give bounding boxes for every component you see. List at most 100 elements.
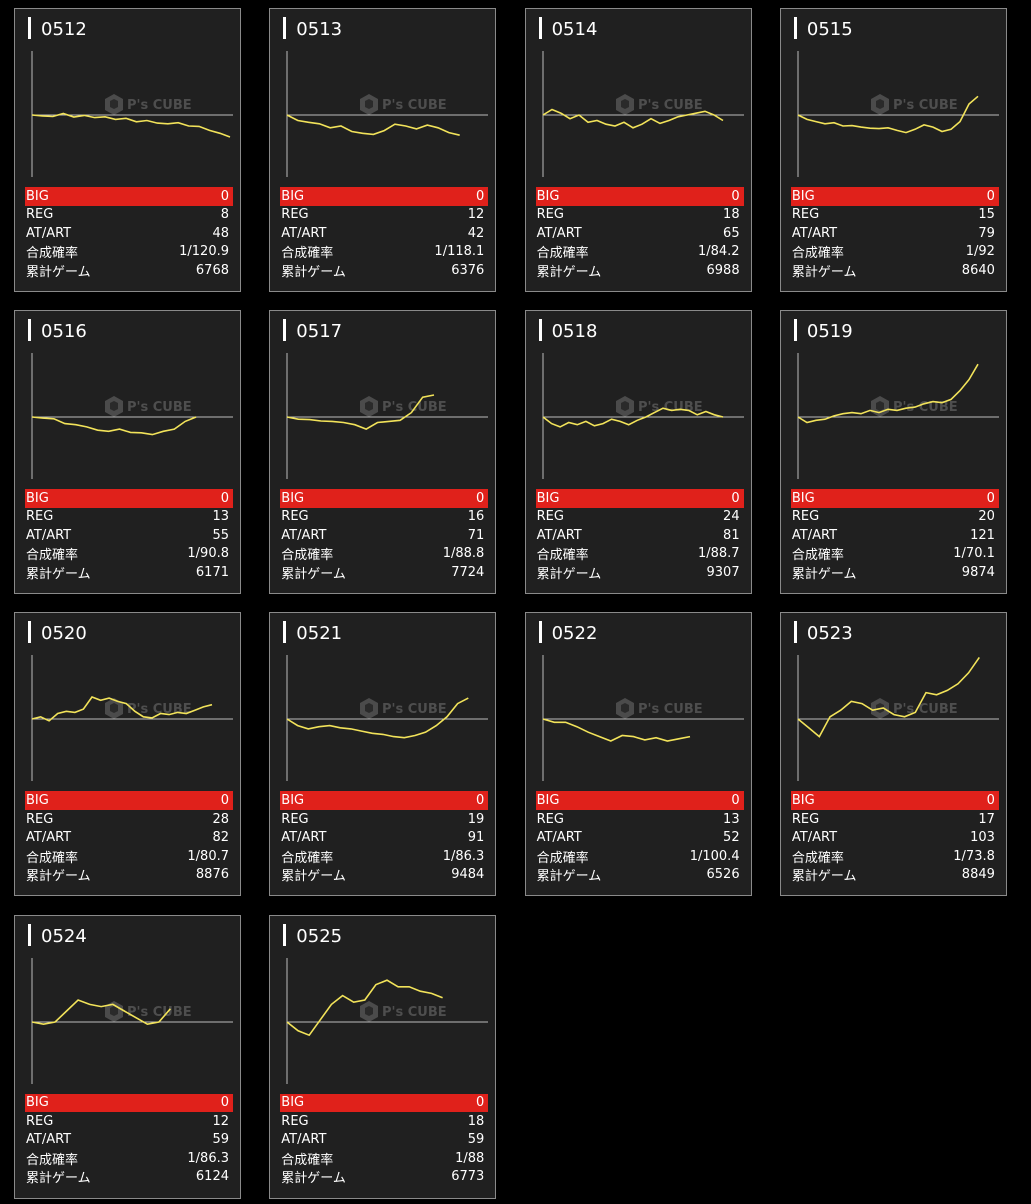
stat-label: 合成確率 bbox=[791, 246, 844, 262]
machine-number: 0512 bbox=[41, 19, 87, 40]
svg-text:P's CUBE: P's CUBE bbox=[893, 702, 958, 717]
stat-label: 合成確率 bbox=[536, 246, 589, 262]
watermark-logo: P's CUBE bbox=[105, 94, 192, 115]
stat-row-big: BIG 0 bbox=[280, 187, 489, 206]
stat-value: 0 bbox=[476, 188, 485, 204]
stat-value: 0 bbox=[476, 793, 485, 809]
watermark-logo: P's CUBE bbox=[105, 1000, 192, 1022]
stat-value: 81 bbox=[723, 527, 740, 543]
machine-card[interactable]: 0516 P's CUBE BIG 0 REG 13 AT/ART 55 合成確率 1/90.8 累… bbox=[14, 310, 241, 595]
stat-value: 52 bbox=[723, 830, 740, 846]
stat-row-atart: AT/ART 81 bbox=[536, 526, 744, 545]
title-accent-bar bbox=[28, 17, 31, 39]
stats-table: BIG 0 REG 18 AT/ART 65 合成確率 1/84.2 累計ゲーム 6988 bbox=[535, 187, 744, 280]
stats-table: BIG 0 REG 24 AT/ART 81 合成確率 1/88.7 累計ゲーム 9307 bbox=[535, 489, 744, 582]
title-accent-bar bbox=[793, 621, 797, 644]
stat-row-atart: AT/ART 65 bbox=[536, 224, 744, 243]
title-accent-bar bbox=[793, 319, 797, 342]
stat-row-atart: AT/ART 82 bbox=[25, 828, 233, 847]
stat-row-reg: REG 24 bbox=[536, 508, 744, 527]
stat-label: BIG bbox=[26, 1095, 49, 1111]
stat-row-games: 累計ゲーム 9874 bbox=[791, 563, 999, 582]
stat-value: 1/73.8 bbox=[953, 848, 995, 864]
stat-label: REG bbox=[281, 1113, 309, 1129]
slump-graph: P's CUBE bbox=[542, 51, 744, 177]
stat-label: BIG bbox=[536, 188, 560, 204]
machine-card[interactable]: 0523 P's CUBE BIG 0 REG 17 AT/ART 103 合成確率 1/73.8… bbox=[779, 612, 1007, 897]
stat-label: BIG bbox=[26, 490, 49, 506]
slump-graph: P's CUBE bbox=[797, 51, 999, 177]
stat-value: 6988 bbox=[706, 262, 740, 278]
stat-label: BIG bbox=[791, 793, 815, 809]
stat-label: AT/ART bbox=[281, 225, 327, 241]
machine-card[interactable]: 0515 P's CUBE BIG 0 REG 15 AT/ART 79 合成確率 1/92 累計ゲ… bbox=[779, 8, 1007, 292]
stat-row-games: 累計ゲーム 6124 bbox=[25, 1168, 233, 1186]
stat-row-atart: AT/ART 59 bbox=[280, 1131, 488, 1150]
watermark-logo: P's CUBE bbox=[360, 396, 447, 418]
machine-card[interactable]: 0514 P's CUBE BIG 0 REG 18 AT/ART 65 合成確率 1/84.2 累… bbox=[524, 8, 752, 292]
stat-label: REG bbox=[536, 207, 564, 223]
trend-line bbox=[286, 978, 444, 1036]
stat-label: 合成確率 bbox=[281, 1152, 334, 1168]
stat-row-prob: 合成確率 1/90.8 bbox=[25, 545, 233, 563]
stat-row-big: BIG 0 bbox=[280, 489, 489, 508]
stat-row-prob: 合成確率 1/86.3 bbox=[280, 847, 488, 866]
title-accent-bar bbox=[538, 17, 542, 39]
stat-label: BIG bbox=[536, 490, 560, 506]
stat-value: 1/100.4 bbox=[689, 848, 740, 864]
machine-card[interactable]: 0513 P's CUBE BIG 0 REG 12 AT/ART 42 合成確率 1/118.1… bbox=[269, 8, 497, 292]
stat-label: REG bbox=[281, 811, 309, 827]
stat-row-big: BIG 0 bbox=[535, 187, 744, 206]
title-accent-bar bbox=[283, 621, 287, 644]
machine-number: 0519 bbox=[806, 321, 853, 343]
stat-row-games: 累計ゲーム 7724 bbox=[280, 563, 488, 582]
stat-row-prob: 合成確率 1/84.2 bbox=[536, 243, 744, 262]
stat-value: 28 bbox=[212, 811, 229, 827]
stat-label: 累計ゲーム bbox=[281, 869, 346, 885]
machine-card[interactable]: 0518 P's CUBE BIG 0 REG 24 AT/ART 81 合成確率 1/88.7 累… bbox=[524, 310, 752, 595]
trend-line bbox=[31, 696, 213, 723]
stat-value: 59 bbox=[467, 1132, 485, 1148]
machine-number: 0522 bbox=[551, 623, 598, 645]
stat-label: BIG bbox=[281, 490, 305, 506]
stat-row-atart: AT/ART 71 bbox=[280, 526, 488, 545]
svg-text:P's CUBE: P's CUBE bbox=[127, 400, 192, 415]
stat-value: 0 bbox=[986, 490, 995, 506]
machine-card[interactable]: 0521 P's CUBE BIG 0 REG 19 AT/ART 91 合成確率 1/86.3 累… bbox=[269, 612, 497, 897]
watermark-logo: P's CUBE bbox=[615, 396, 702, 418]
stat-value: 1/84.2 bbox=[697, 244, 740, 260]
stat-label: 合成確率 bbox=[281, 246, 334, 262]
stat-value: 1/92 bbox=[965, 244, 995, 260]
stats-table: BIG 0 REG 20 AT/ART 121 合成確率 1/70.1 累計ゲーム 9874 bbox=[790, 489, 999, 582]
stats-table: BIG 0 REG 18 AT/ART 59 合成確率 1/88 累計ゲーム 6773 bbox=[280, 1093, 489, 1186]
stat-value: 65 bbox=[723, 225, 740, 241]
stat-row-atart: AT/ART 52 bbox=[536, 828, 744, 847]
stat-value: 0 bbox=[986, 793, 995, 809]
machine-card[interactable]: 0520 P's CUBE BIG 0 REG 28 AT/ART 82 合成確率 1/80.7 累… bbox=[14, 612, 241, 897]
machine-card[interactable]: 0519 P's CUBE BIG 0 REG 20 AT/ART 121 合成確率 1/70.1… bbox=[779, 310, 1007, 595]
stat-row-games: 累計ゲーム 8640 bbox=[791, 261, 999, 280]
machine-card[interactable]: 0524 P's CUBE BIG 0 REG 12 AT/ART 59 合成確率 1/86.3 累… bbox=[14, 914, 241, 1199]
stat-row-prob: 合成確率 1/73.8 bbox=[791, 847, 999, 866]
stat-label: AT/ART bbox=[26, 830, 72, 846]
stat-row-games: 累計ゲーム 6376 bbox=[280, 261, 488, 280]
stat-row-atart: AT/ART 59 bbox=[25, 1131, 233, 1150]
machine-card[interactable]: 0525 P's CUBE BIG 0 REG 18 AT/ART 59 合成確率 1/88 累計ゲ… bbox=[269, 914, 497, 1199]
stat-label: AT/ART bbox=[791, 527, 838, 543]
machine-card[interactable]: 0517 P's CUBE BIG 0 REG 16 AT/ART 71 合成確率 1/88.8 累… bbox=[269, 310, 497, 595]
stat-value: 6171 bbox=[195, 564, 229, 580]
stat-row-prob: 合成確率 1/100.4 bbox=[536, 847, 744, 866]
stat-label: REG bbox=[536, 509, 564, 525]
stat-row-games: 累計ゲーム 9307 bbox=[536, 563, 744, 582]
stat-value: 9307 bbox=[706, 564, 740, 580]
machine-number: 0518 bbox=[551, 321, 598, 343]
machine-card[interactable]: 0522 P's CUBE BIG 0 REG 13 AT/ART 52 合成確率 1/100.4… bbox=[524, 612, 752, 897]
watermark-logo: P's CUBE bbox=[615, 698, 702, 720]
stat-row-prob: 合成確率 1/86.3 bbox=[25, 1149, 233, 1168]
stat-row-games: 累計ゲーム 6768 bbox=[25, 261, 233, 280]
machine-card[interactable]: 0512 P's CUBE BIG 0 REG 8 AT/ART 48 合成確率 1/120.9 累… bbox=[14, 8, 241, 292]
stat-value: 0 bbox=[220, 188, 229, 204]
svg-text:P's CUBE: P's CUBE bbox=[893, 400, 958, 415]
stat-label: 合成確率 bbox=[791, 548, 844, 564]
title-accent-bar bbox=[283, 17, 287, 39]
